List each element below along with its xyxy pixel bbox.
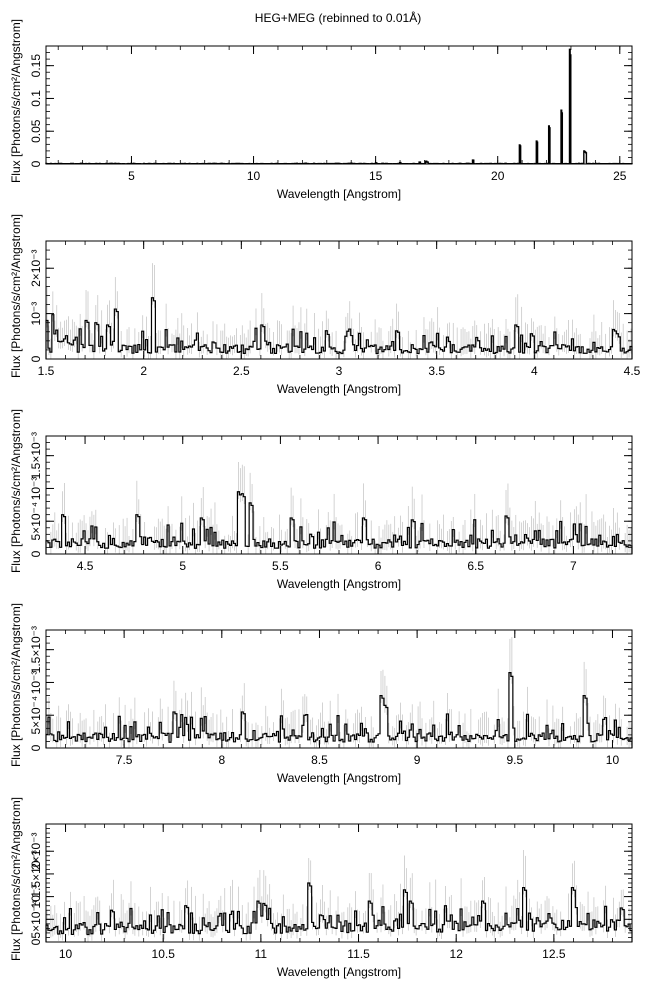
spectrum-panel-4: 7.5 8 8.5 9 9.5 10 0 5×10⁻⁴10⁻³1.5×10⁻³ Waveleng… [9, 603, 633, 785]
y-tick-label: 2×10⁻³ [29, 250, 43, 287]
y-tick-label: 0 [29, 355, 43, 362]
error-bars [46, 263, 632, 359]
y-axis-label: Flux [Photons/s/cm²/Angstrom] [9, 603, 23, 767]
x-tick-label: 4 [531, 364, 538, 378]
x-tick-label: 10 [247, 169, 261, 183]
y-tick-label: 0 [29, 938, 43, 945]
y-tick-label: 0 [29, 744, 43, 751]
spectrum-panel-2: 1.5 2 2.5 3 3.5 4 4.5 0 10⁻³ 2×10⁻³ Wavelength [An… [9, 214, 641, 396]
x-tick-label: 8 [218, 753, 225, 767]
x-tick-label: 4.5 [77, 559, 94, 573]
y-tick-label: 10⁻³ [29, 885, 43, 909]
x-tick-label: 11 [255, 947, 268, 961]
x-tick-label: 2.5 [233, 364, 250, 378]
x-tick-label: 10 [59, 947, 73, 961]
y-tick-label: 0.1 [29, 90, 43, 107]
x-axis-label: Wavelength [Angstrom] [277, 577, 401, 591]
x-axis-label: Wavelength [Angstrom] [277, 965, 401, 979]
spectrum-panel-3: 4.5 5 5.5 6 6.5 7 0 5×10⁻⁴10⁻³1.5×10⁻³ Wavelengt… [9, 409, 633, 591]
y-tick-label: 5×10⁻⁴ [29, 502, 43, 541]
x-tick-label: 4.5 [624, 364, 641, 378]
spectrum-series [45, 672, 633, 748]
x-tick-label: 12 [450, 947, 464, 961]
x-tick-label: 7.5 [116, 753, 133, 767]
y-tick-label: 0.05 [29, 119, 43, 143]
y-axis-label: Flux [Photons/s/cm²/Angstrom] [9, 214, 23, 378]
x-axis-label: Wavelength [Angstrom] [277, 771, 401, 785]
y-tick-label: 1.5×10⁻³ [29, 626, 43, 673]
x-tick-label: 15 [369, 169, 383, 183]
x-tick-label: 9 [414, 753, 421, 767]
x-tick-label: 10.5 [152, 947, 176, 961]
y-tick-label: 0 [29, 160, 43, 167]
y-tick-label: 1.5×10⁻³ [29, 850, 43, 897]
x-tick-label: 3 [336, 364, 343, 378]
x-tick-label: 5 [179, 559, 186, 573]
x-tick-label: 9.5 [506, 753, 523, 767]
x-tick-label: 1.5 [38, 364, 55, 378]
y-tick-label: 5×10⁻⁴ [29, 696, 43, 735]
error-bars [48, 637, 632, 748]
y-axis-label: Flux [Photons/s/cm²/Angstrom] [9, 19, 23, 183]
spectrum-panel-5: 10 10.5 11 11.5 12 12.5 05×10⁻⁴10⁻³1.5×10⁻³2×1… [9, 797, 633, 979]
spectrum-series [45, 491, 633, 554]
x-tick-label: 5 [128, 169, 135, 183]
y-tick-label: 1.5×10⁻³ [29, 432, 43, 479]
plot-frame [45, 45, 633, 165]
x-tick-label: 12.5 [542, 947, 566, 961]
x-tick-label: 6 [375, 559, 382, 573]
x-tick-label: 25 [613, 169, 627, 183]
spectrum-series [45, 297, 633, 359]
error-bars [50, 462, 632, 554]
plot-frame [45, 240, 633, 360]
x-axis-label: Wavelength [Angstrom] [277, 382, 401, 396]
plot-frame [45, 435, 633, 555]
x-tick-label: 20 [491, 169, 505, 183]
y-tick-label: 5×10⁻⁴ [29, 900, 43, 939]
x-tick-label: 6.5 [467, 559, 484, 573]
x-tick-label: 8.5 [311, 753, 328, 767]
spectrum-series [45, 48, 633, 165]
y-tick-label: 0 [29, 550, 43, 557]
figure-title: HEG+MEG (rebinned to 0.01Å) [255, 10, 421, 25]
x-tick-label: 3.5 [428, 364, 445, 378]
x-tick-label: 11.5 [347, 947, 370, 961]
y-tick-label: 2×10⁻³ [29, 833, 43, 870]
x-axis-label: Wavelength [Angstrom] [277, 187, 401, 201]
spectrum-panel-1: 5 10 15 20 25 0 0.05 0.1 0.15 Wavelength [Angstro… [9, 19, 633, 201]
x-tick-label: 7 [570, 559, 577, 573]
y-axis-label: Flux [Photons/s/cm²/Angstrom] [9, 409, 23, 573]
x-tick-label: 10 [606, 753, 620, 767]
y-tick-label: 10⁻³ [29, 302, 43, 326]
x-tick-label: 5.5 [272, 559, 289, 573]
spectrum-series [45, 882, 633, 942]
y-axis-label: Flux [Photons/s/cm²/Angstrom] [9, 797, 23, 961]
y-tick-label: 0.15 [29, 54, 43, 78]
x-tick-label: 2 [140, 364, 147, 378]
y-tick-label: 10⁻³ [29, 671, 43, 695]
y-tick-label: 10⁻³ [29, 477, 43, 501]
